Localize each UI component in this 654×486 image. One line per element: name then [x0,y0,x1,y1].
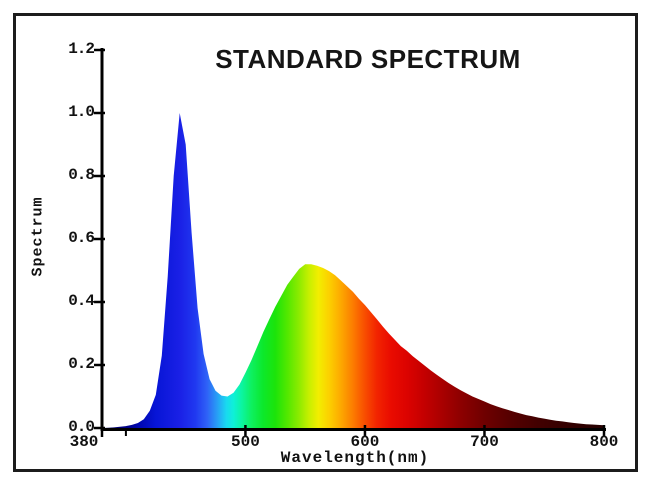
y-axis-label: Spectrum [29,196,47,277]
chart-title: STANDARD SPECTRUM [215,44,521,74]
y-tick-label: 0.6 [68,229,95,247]
y-tick-label: 0.8 [68,166,95,184]
x-tick-label: 600 [350,433,380,451]
x-tick-label: 800 [589,433,619,451]
x-axis-label: Wavelength(nm) [280,449,430,467]
x-tick-label: 500 [231,433,260,451]
y-tick-label: 1.2 [68,40,95,58]
x-tick-label: 380 [69,433,99,451]
x-tick-label: 700 [470,433,499,451]
y-tick-label: 0.4 [68,292,95,310]
y-tick-label: 0.2 [68,355,95,373]
spectrum-area [102,113,604,428]
y-tick-label: 0.0 [68,418,95,436]
y-tick-label: 1.0 [68,103,95,121]
figure-border [13,13,638,472]
